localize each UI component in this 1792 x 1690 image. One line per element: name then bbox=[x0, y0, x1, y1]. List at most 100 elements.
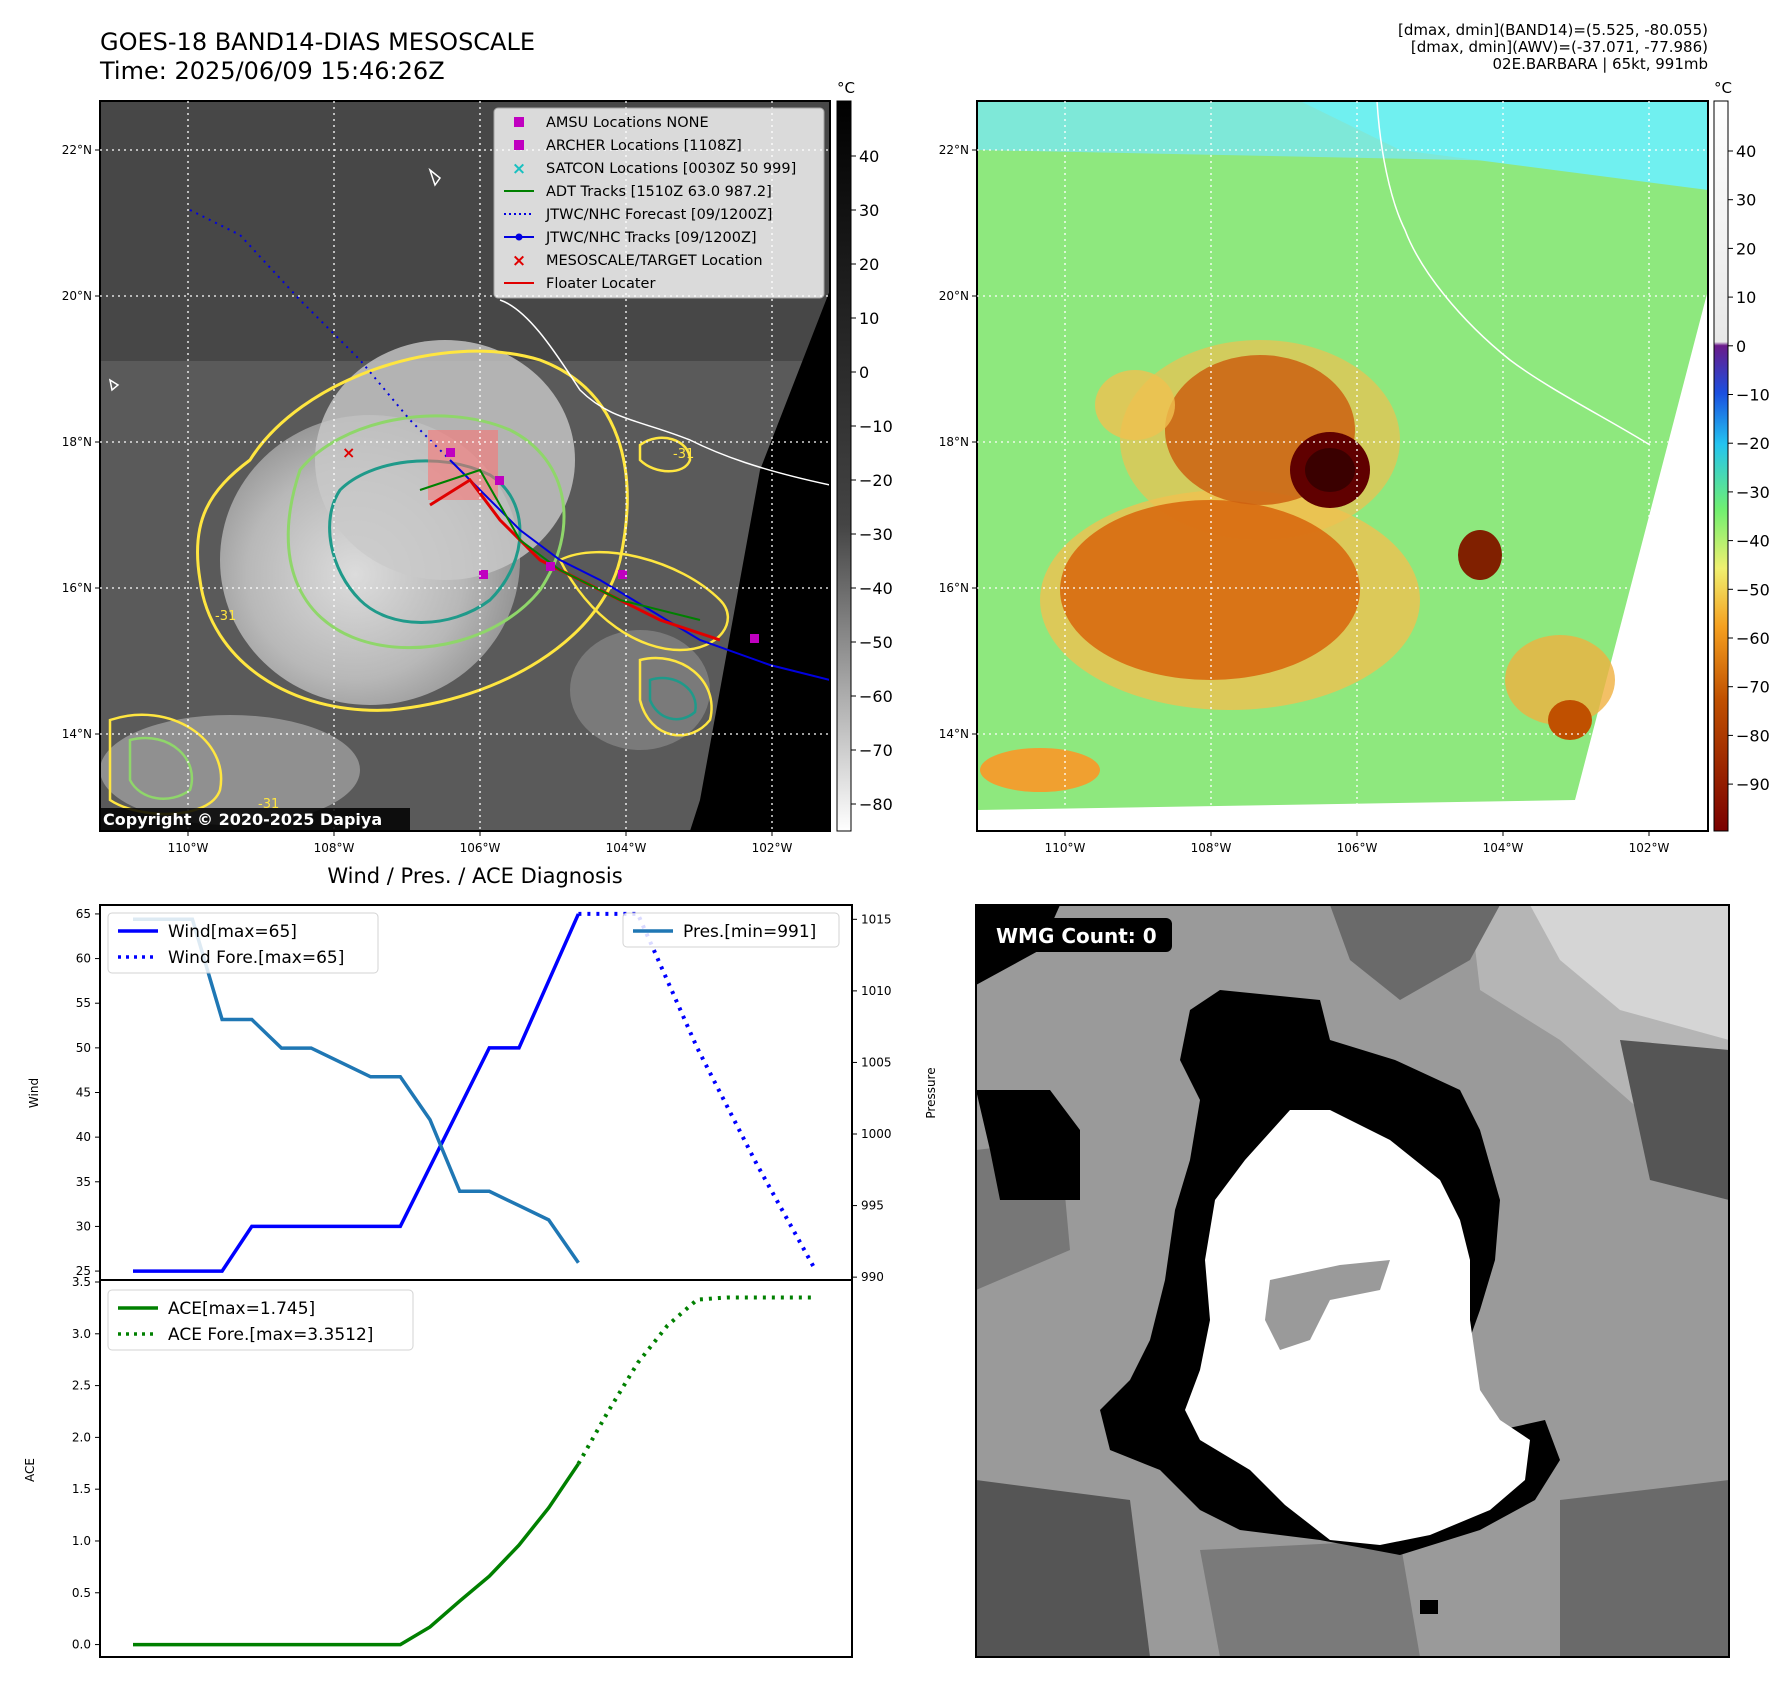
legend-label: ACE Fore.[max=3.3512] bbox=[168, 1325, 373, 1345]
y-tick-label: 40 bbox=[76, 1130, 91, 1144]
legend-label: AMSU Locations NONE bbox=[546, 115, 709, 131]
legend-entry: JTWC/NHC Forecast [09/1200Z] bbox=[504, 207, 772, 223]
lat-tick-label: 20°N bbox=[939, 289, 969, 303]
page-subtitle-time: Time: 2025/06/09 15:46:26Z bbox=[100, 57, 445, 85]
y-tick-label: 50 bbox=[76, 1041, 91, 1055]
y-tick-label: 45 bbox=[76, 1086, 91, 1100]
info-band14-range: [dmax, dmin](BAND14)=(5.525, -80.055) bbox=[1397, 21, 1708, 39]
legend-entry: Floater Locater bbox=[504, 276, 655, 292]
colorbar-tick-label: −80 bbox=[859, 795, 893, 814]
lat-tick-label: 20°N bbox=[62, 289, 92, 303]
y2-tick-label: 990 bbox=[861, 1270, 884, 1284]
legend-label: MESOSCALE/TARGET Location bbox=[546, 253, 763, 269]
svg-text:×: × bbox=[342, 443, 355, 462]
y2-tick-label: 1010 bbox=[861, 984, 892, 998]
colorbar-tick-label: 40 bbox=[1736, 142, 1756, 161]
legend-label: JTWC/NHC Forecast [09/1200Z] bbox=[545, 207, 772, 223]
lat-tick-label: 22°N bbox=[62, 143, 92, 157]
colorbar-tick-label: −70 bbox=[1736, 678, 1770, 697]
legend-box bbox=[622, 912, 840, 948]
gray-colorbar: °C 40 30 20 10 0 −10 −20 −30 −40 −50 −60 −70 −80 bbox=[836, 79, 893, 832]
legend-label: JTWC/NHC Tracks [09/1200Z] bbox=[545, 230, 757, 246]
y2-tick-label: 1000 bbox=[861, 1127, 892, 1141]
y-tick-label: 3.0 bbox=[72, 1327, 91, 1341]
colorbar-tick-label: 30 bbox=[1736, 191, 1756, 210]
colorbar-tick-label: −60 bbox=[859, 687, 893, 706]
y-tick-label: 1.0 bbox=[72, 1534, 91, 1548]
legend-label: ACE[max=1.745] bbox=[168, 1299, 315, 1319]
legend-label: Wind Fore.[max=65] bbox=[168, 948, 344, 968]
y2-tick-label: 995 bbox=[861, 1199, 884, 1213]
y2-tick-label: 1015 bbox=[861, 912, 892, 926]
wind-pressure-chart: Wind Pressure 25 30 35 40 45 50 55 60 65 990 995 1… bbox=[27, 904, 938, 1284]
gray-colorbar-unit: °C bbox=[837, 79, 855, 97]
colorbar-tick-label: −70 bbox=[859, 741, 893, 760]
color-colorbar-unit: °C bbox=[1714, 79, 1732, 97]
y-tick-label: 30 bbox=[76, 1219, 91, 1233]
wmg-count-label: WMG Count: 0 bbox=[996, 924, 1157, 948]
colorbar-tick-label: −30 bbox=[1736, 483, 1770, 502]
info-awv-range: [dmax, dmin](AWV)=(-37.071, -77.986) bbox=[1410, 38, 1708, 56]
colorbar-tick-label: −40 bbox=[859, 579, 893, 598]
colorbar-tick-label: 0 bbox=[859, 363, 869, 382]
copyright-text: Copyright © 2020-2025 Dapiya bbox=[103, 810, 382, 829]
lat-tick-label: 14°N bbox=[62, 727, 92, 741]
legend-marker-square bbox=[514, 117, 524, 127]
colorbar-tick-label: −20 bbox=[1736, 434, 1770, 453]
colorbar-tick-label: 10 bbox=[859, 309, 879, 328]
series-line bbox=[133, 1462, 580, 1647]
lon-tick-label: 110°W bbox=[1045, 841, 1086, 855]
y-tick-label: 2.5 bbox=[72, 1379, 91, 1393]
info-storm: 02E.BARBARA | 65kt, 991mb bbox=[1492, 55, 1708, 73]
colorbar-tick-label: 20 bbox=[1736, 239, 1756, 258]
legend-entry: ADT Tracks [1510Z 63.0 987.2] bbox=[504, 184, 772, 200]
legend-marker-x: × bbox=[512, 159, 526, 179]
colorbar-tick-label: 40 bbox=[859, 147, 879, 166]
legend-label: Floater Locater bbox=[546, 276, 655, 292]
colorbar-tick-label: −50 bbox=[1736, 580, 1770, 599]
lat-tick-label: 22°N bbox=[939, 143, 969, 157]
ir-map-panel: × -31 -31 -31 AMSU Locations NONEARCHER … bbox=[62, 100, 831, 855]
y-tick-label: 3.5 bbox=[72, 1275, 91, 1289]
colorbar-tick-label: 0 bbox=[1736, 337, 1746, 356]
lat-tick-label: 16°N bbox=[62, 581, 92, 595]
legend-entry: JTWC/NHC Tracks [09/1200Z] bbox=[504, 230, 757, 246]
diagnosis-title: Wind / Pres. / ACE Diagnosis bbox=[327, 864, 622, 888]
lon-tick-label: 102°W bbox=[1629, 841, 1670, 855]
y-tick-label: 25 bbox=[76, 1264, 91, 1278]
colorbar-tick-label: 20 bbox=[859, 255, 879, 274]
legend-marker-x: × bbox=[512, 251, 526, 271]
legend-label: Pres.[min=991] bbox=[683, 922, 816, 942]
colorbar-tick-label: −80 bbox=[1736, 726, 1770, 745]
y-tick-label: 1.5 bbox=[72, 1482, 91, 1496]
ir-map-lon-ticks: 110°W 108°W 106°W 104°W 102°W bbox=[168, 831, 793, 855]
lon-tick-label: 108°W bbox=[314, 841, 355, 855]
lat-tick-label: 16°N bbox=[939, 581, 969, 595]
lon-tick-label: 102°W bbox=[752, 841, 793, 855]
legend-marker-square bbox=[514, 140, 524, 150]
ace-axis-label: ACE bbox=[23, 1458, 37, 1482]
lon-tick-label: 104°W bbox=[606, 841, 647, 855]
page-title: GOES-18 BAND14-DIAS MESOSCALE bbox=[100, 28, 536, 56]
legend-label: Wind[max=65] bbox=[168, 922, 297, 942]
y-tick-label: 0.0 bbox=[72, 1638, 91, 1652]
awv-map-panel: 110°W 108°W 106°W 104°W 102°W 22°N 20°N 18°N 16… bbox=[939, 100, 1709, 855]
wmg-panel: WMG Count: 0 bbox=[975, 904, 1730, 1658]
colorbar-tick-label: −10 bbox=[1736, 386, 1770, 405]
colorbar-tick-label: 10 bbox=[1736, 288, 1756, 307]
lat-tick-label: 18°N bbox=[62, 435, 92, 449]
lon-tick-label: 104°W bbox=[1483, 841, 1524, 855]
colorbar-tick-label: −20 bbox=[859, 471, 893, 490]
legend-marker-dot bbox=[515, 233, 523, 241]
lon-tick-label: 106°W bbox=[1337, 841, 1378, 855]
lon-tick-label: 108°W bbox=[1191, 841, 1232, 855]
legend-label: SATCON Locations [0030Z 50 999] bbox=[546, 161, 796, 177]
lat-tick-label: 14°N bbox=[939, 727, 969, 741]
y-tick-label: 2.0 bbox=[72, 1430, 91, 1444]
legend-label: ADT Tracks [1510Z 63.0 987.2] bbox=[546, 184, 772, 200]
colorbar-tick-label: −10 bbox=[859, 417, 893, 436]
awv-map-lat-ticks: 22°N 20°N 18°N 16°N 14°N bbox=[939, 143, 977, 741]
ir-map-lat-ticks: 22°N 20°N 18°N 16°N 14°N bbox=[62, 143, 100, 741]
colorbar-tick-label: −60 bbox=[1736, 629, 1770, 648]
